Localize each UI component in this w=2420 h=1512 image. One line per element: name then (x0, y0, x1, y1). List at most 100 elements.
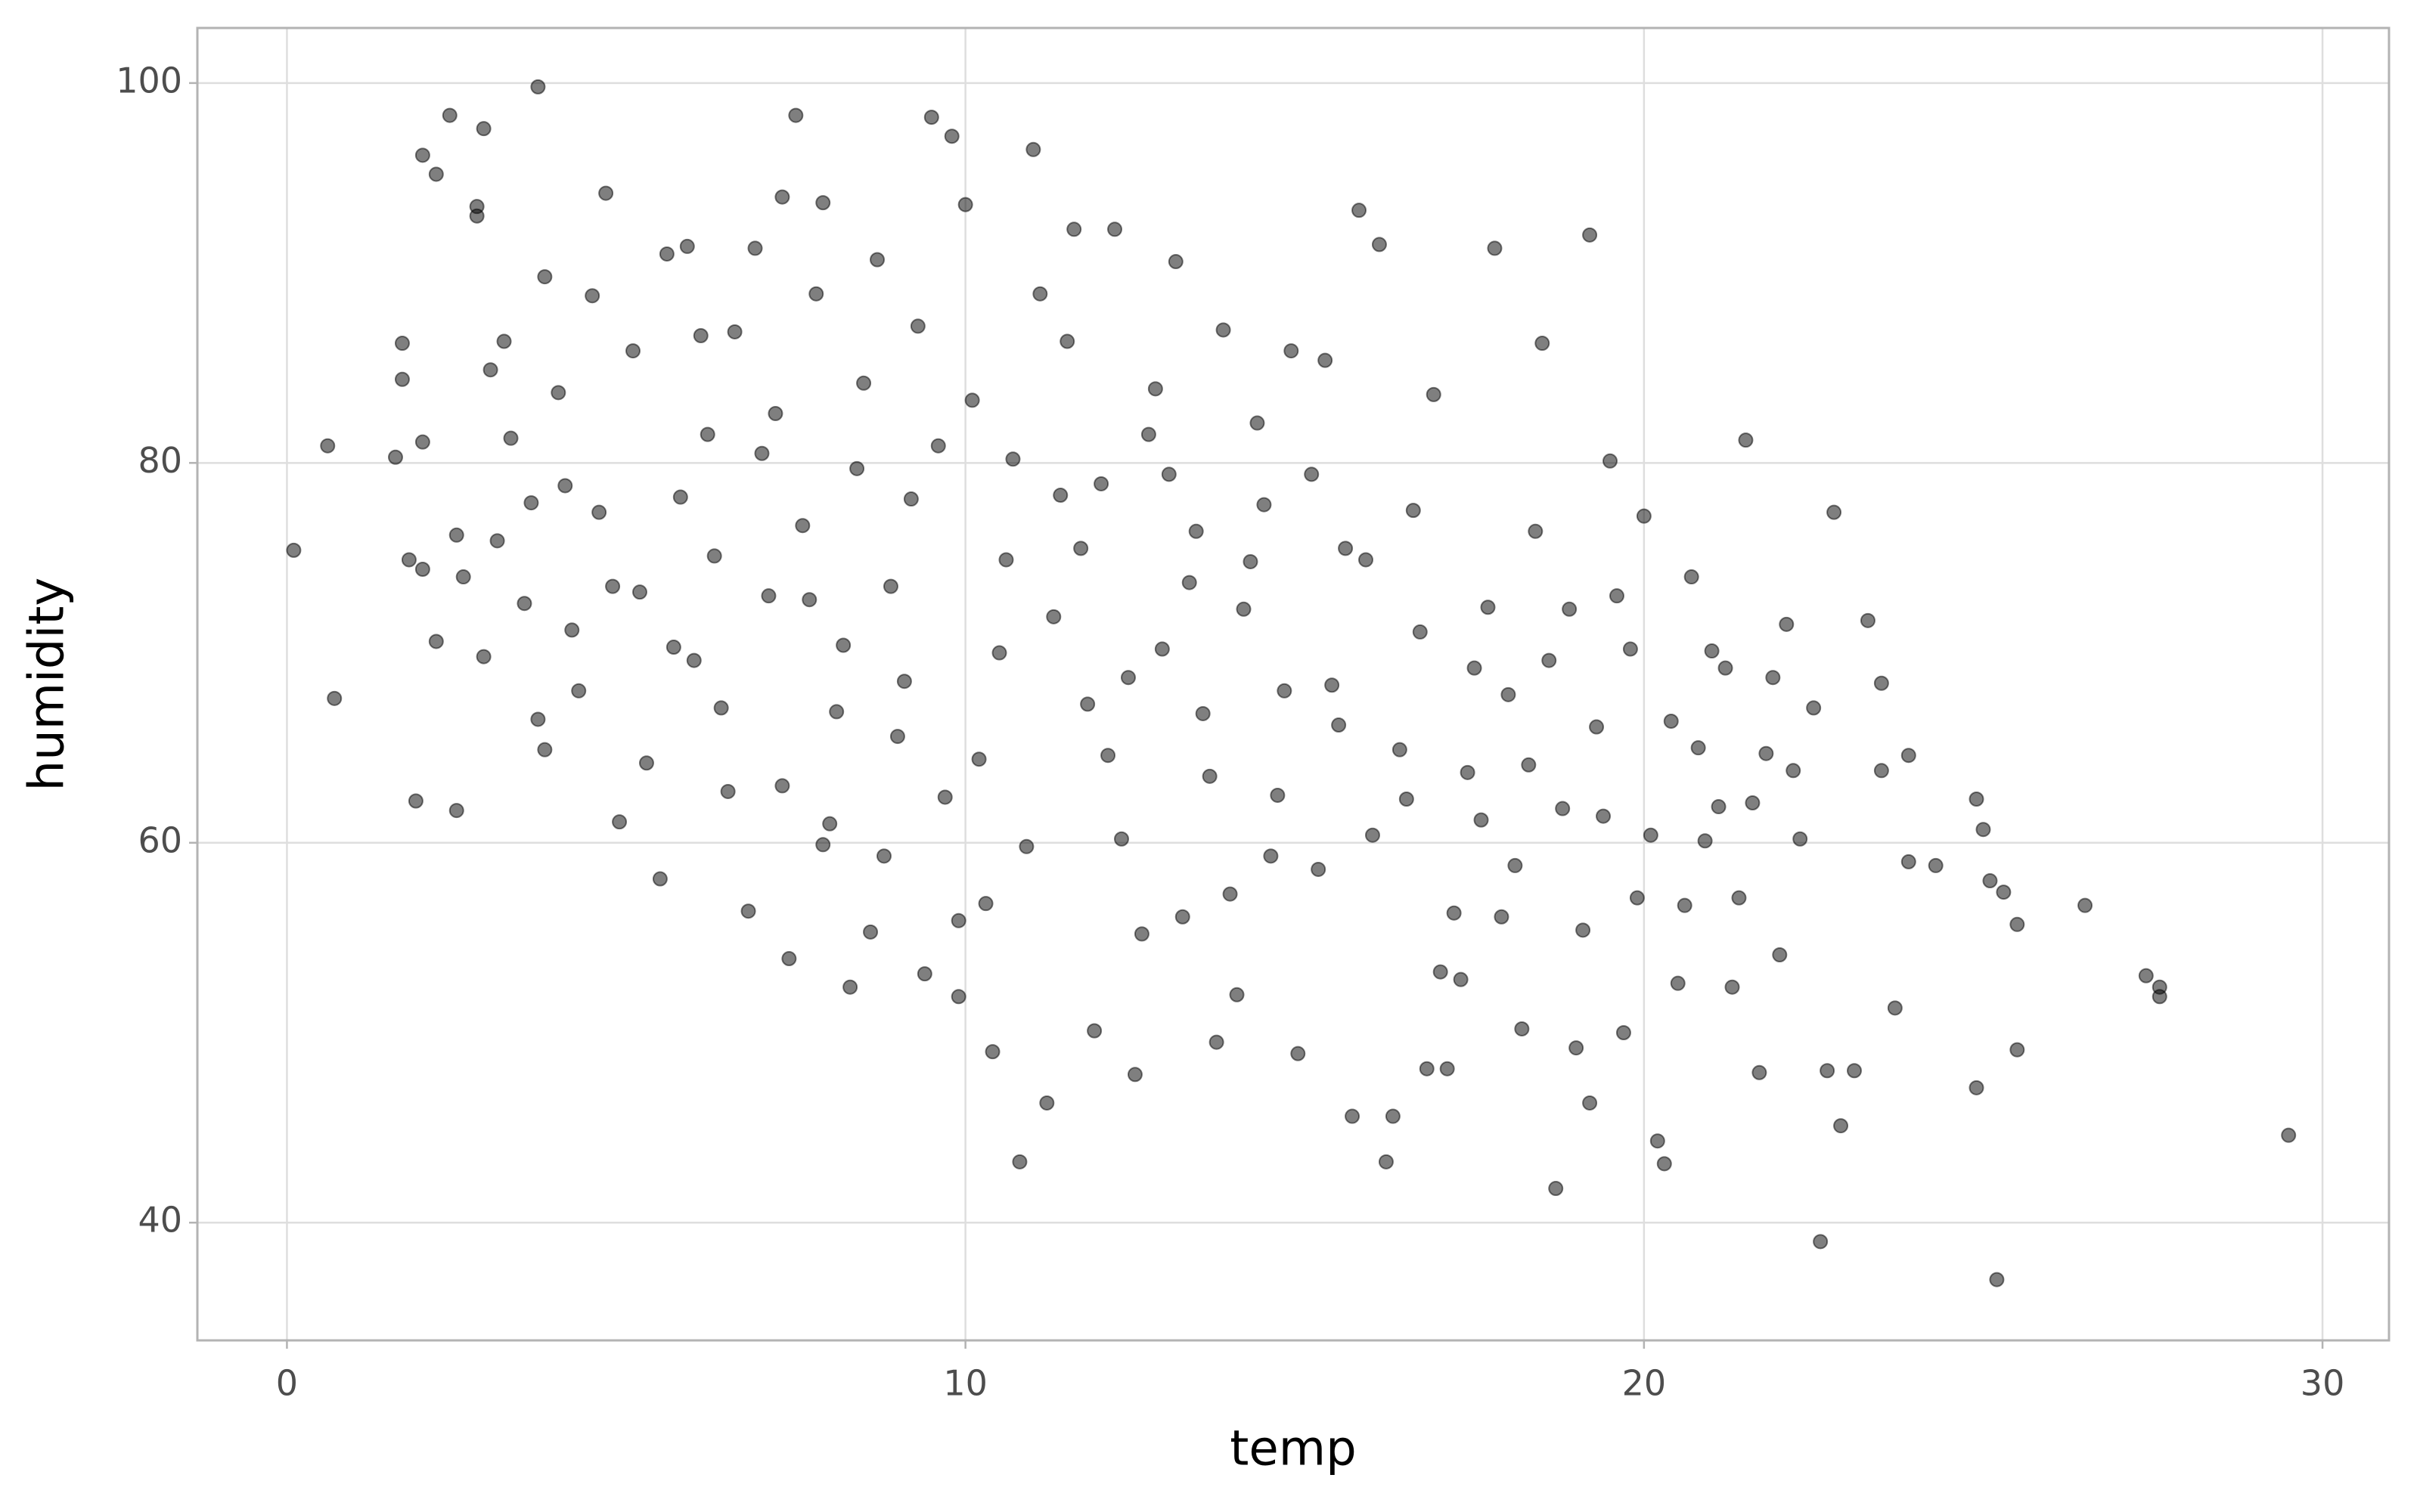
point (1724, 979, 1740, 995)
point (706, 548, 722, 564)
point (1656, 1156, 1672, 1172)
point (327, 690, 343, 706)
point (1161, 466, 1177, 482)
point (788, 107, 804, 123)
point (1500, 686, 1516, 702)
point (394, 371, 410, 387)
point (1012, 1154, 1028, 1170)
point (638, 755, 654, 771)
point (1717, 660, 1733, 676)
point (659, 246, 675, 262)
point (414, 434, 430, 450)
point (1304, 466, 1320, 482)
point (1792, 831, 1808, 847)
point (1589, 719, 1605, 735)
point (1779, 616, 1795, 632)
point (889, 729, 905, 745)
point (713, 700, 729, 716)
point (917, 966, 932, 982)
point (1643, 827, 1658, 843)
point (1358, 552, 1374, 568)
point (1480, 600, 1496, 615)
point (557, 478, 573, 494)
point (1385, 1108, 1401, 1124)
point (1751, 1064, 1767, 1080)
point (1900, 748, 1916, 764)
point (605, 578, 621, 594)
point (964, 392, 980, 408)
point (1928, 857, 1944, 873)
point (822, 816, 838, 832)
point (1080, 696, 1096, 712)
point (1745, 795, 1761, 811)
point (2009, 1042, 2025, 1058)
point (951, 989, 966, 1005)
point (829, 704, 845, 720)
point (672, 489, 688, 505)
point (394, 336, 410, 352)
point (625, 343, 641, 359)
point (1813, 1234, 1829, 1250)
point (1670, 975, 1686, 991)
point (1663, 713, 1679, 729)
point (1140, 426, 1156, 442)
point (740, 903, 756, 919)
point (612, 814, 628, 830)
point (761, 588, 777, 604)
point (1873, 763, 1889, 779)
point (489, 533, 505, 549)
point (1975, 822, 1991, 838)
point (1073, 541, 1089, 556)
point (652, 871, 668, 887)
point (1100, 748, 1116, 764)
point (1066, 222, 1082, 237)
point (1568, 1040, 1584, 1056)
point (1982, 873, 1998, 889)
x-axis-title: temp (1230, 1421, 1356, 1477)
point (1134, 926, 1150, 942)
point (1195, 705, 1211, 721)
point (428, 634, 444, 649)
point (1317, 352, 1333, 368)
point (1582, 1095, 1598, 1111)
point (1846, 1063, 1862, 1079)
point (414, 562, 430, 578)
point (1439, 1061, 1455, 1077)
point (1147, 381, 1163, 397)
point (1331, 717, 1347, 733)
point (551, 385, 566, 401)
point (1548, 1181, 1564, 1197)
point (1107, 222, 1123, 237)
point (408, 793, 424, 809)
point (774, 189, 790, 205)
point (1989, 1272, 2005, 1287)
point (428, 166, 444, 182)
point (1507, 857, 1523, 873)
point (1446, 905, 1462, 921)
point (930, 438, 946, 454)
point (1582, 227, 1598, 243)
point (1615, 1025, 1631, 1041)
point (517, 596, 532, 612)
point (286, 542, 302, 558)
point (883, 578, 898, 594)
point (401, 552, 417, 568)
point (1887, 1000, 1903, 1016)
point (1215, 322, 1231, 338)
point (1636, 508, 1652, 524)
point (774, 778, 790, 794)
point (448, 527, 464, 543)
point (1019, 838, 1035, 854)
point (1602, 453, 1618, 469)
point (1758, 745, 1774, 761)
point (571, 683, 587, 699)
point (1256, 497, 1272, 513)
point (727, 324, 743, 339)
point (469, 208, 485, 224)
point (802, 592, 818, 608)
point (1541, 652, 1557, 668)
point (2281, 1127, 2297, 1143)
point (1649, 1133, 1665, 1149)
point (1181, 575, 1197, 590)
point (1364, 827, 1380, 843)
